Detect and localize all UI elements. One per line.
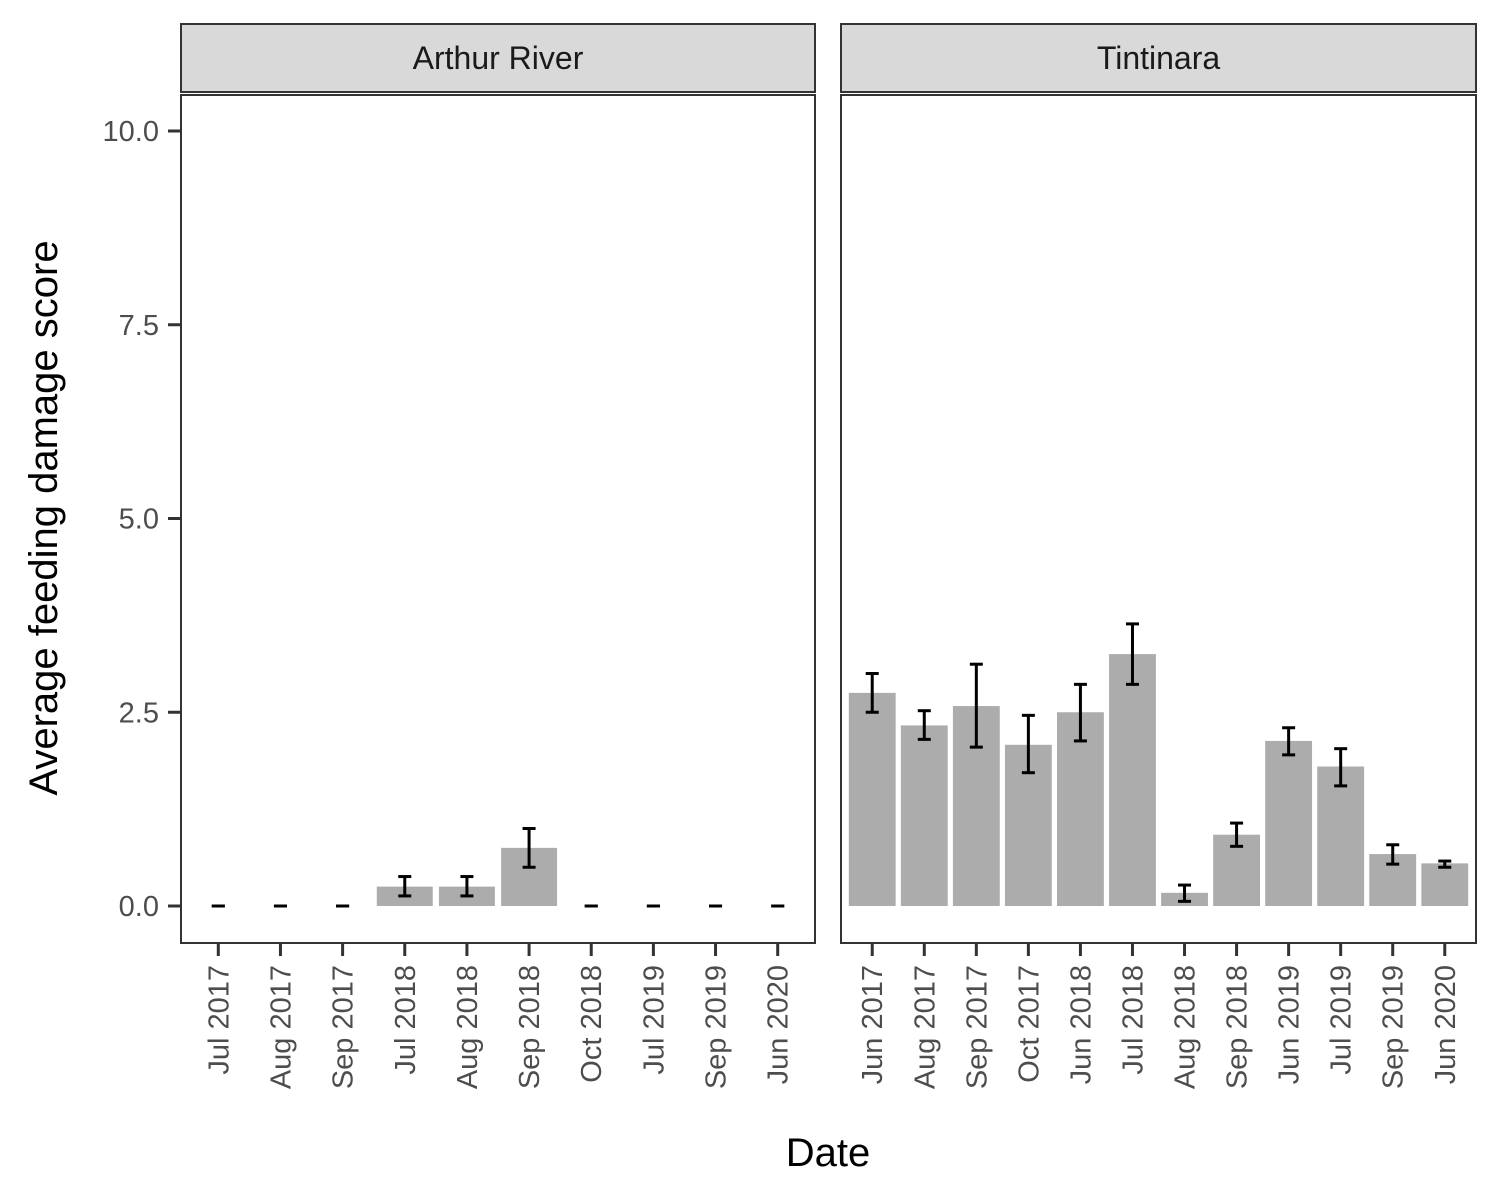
x-tick-label: Jul 2019 <box>638 965 670 1075</box>
x-tick-label: Oct 2018 <box>576 965 608 1083</box>
x-tick-label: Jun 2019 <box>1274 965 1306 1084</box>
x-tick-label: Sep 2018 <box>514 965 546 1089</box>
x-tick-label: Jul 2019 <box>1326 965 1358 1075</box>
x-tick-label: Sep 2017 <box>961 965 993 1089</box>
bar <box>900 725 948 906</box>
x-tick-label: Jun 2018 <box>1065 965 1097 1084</box>
x-tick-label: Aug 2017 <box>265 965 297 1089</box>
x-tick-label: Oct 2017 <box>1013 965 1045 1083</box>
x-tick-label: Aug 2018 <box>452 965 484 1089</box>
chart-panels: Arthur River Jul 2017 Aug 2017 Sep 2017 Jul … <box>180 23 1477 1089</box>
x-tick-label: Jul 2017 <box>203 965 235 1075</box>
bar <box>1421 863 1469 906</box>
x-tick-label: Jun 2017 <box>857 965 889 1084</box>
facet-strip-label: Arthur River <box>413 40 584 76</box>
y-axis-title: Average feeding damage score <box>22 240 66 795</box>
y-tick-label: 7.5 <box>119 310 159 342</box>
x-axis-title: Date <box>786 1131 871 1175</box>
bar <box>1265 740 1313 906</box>
y-tick-label: 0.0 <box>119 891 159 923</box>
x-tick-label: Sep 2019 <box>701 965 733 1089</box>
x-tick-label: Aug 2017 <box>909 965 941 1089</box>
y-tick-label: 2.5 <box>119 697 159 729</box>
x-tick-label: Jul 2018 <box>390 965 422 1075</box>
panel-1: Tintinara Jun 2017 Aug 2017 Sep 2017 Oct 201… <box>840 23 1477 1089</box>
x-tick-label: Sep 2018 <box>1222 965 1254 1089</box>
y-axis: 0.0 2.5 5.0 7.5 10.0 <box>103 116 181 923</box>
bar <box>848 692 896 906</box>
bar <box>1057 712 1104 906</box>
x-tick-label: Sep 2019 <box>1378 965 1410 1089</box>
x-tick-label: Sep 2017 <box>328 965 360 1089</box>
x-tick-label: Aug 2018 <box>1170 965 1202 1089</box>
y-tick-label: 10.0 <box>103 116 159 148</box>
panel-0: Arthur River Jul 2017 Aug 2017 Sep 2017 Jul … <box>180 23 816 1089</box>
bar <box>1317 766 1365 906</box>
x-tick-label: Jul 2018 <box>1117 965 1149 1075</box>
facet-strip-label: Tintinara <box>1097 40 1221 76</box>
bar <box>1109 654 1156 906</box>
y-tick-label: 5.0 <box>119 504 159 536</box>
x-tick-label: Jun 2020 <box>763 965 795 1084</box>
x-tick-label: Jun 2020 <box>1430 965 1462 1084</box>
facet-strip <box>840 23 1477 93</box>
facet-strip <box>180 23 816 93</box>
panel-background <box>180 94 816 944</box>
